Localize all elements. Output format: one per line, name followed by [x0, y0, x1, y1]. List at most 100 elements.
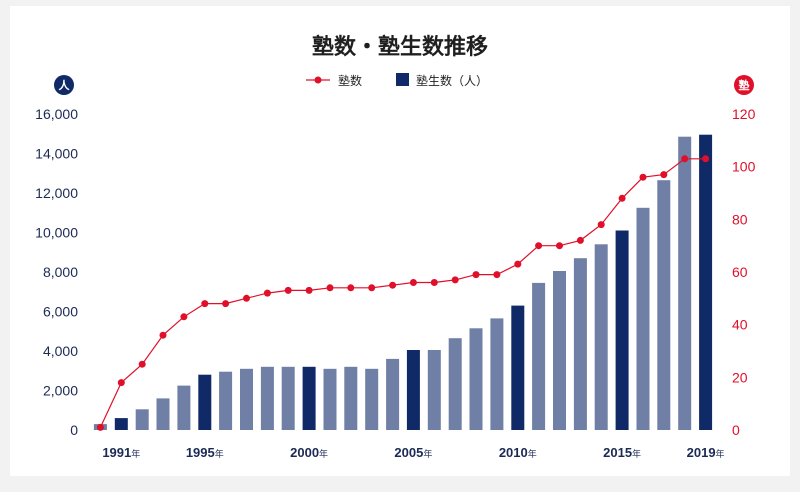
left-axis-badge-circle: [54, 75, 74, 95]
x-axis-labels: 1991年 1995年 2000年 2005年 2010年 2015年 2019年: [102, 445, 724, 460]
left-tick-label: 2,000: [43, 383, 78, 399]
line-point: [117, 379, 125, 387]
line-point: [159, 331, 167, 339]
line-point: [305, 286, 313, 294]
line-point: [96, 423, 104, 431]
line-series: [96, 155, 710, 431]
right-tick-label: 20: [732, 369, 748, 385]
left-axis-badge-text: 人: [59, 78, 71, 92]
chart-frame: 塾数・塾生数推移 塾数 塾生数（人） 人 塾 0 2,000 4,000 6,000 8…: [10, 6, 790, 476]
line-point: [576, 236, 584, 244]
line-point: [284, 286, 292, 294]
bar-mark: [219, 371, 233, 430]
x-tick-label: 2005年: [394, 445, 432, 460]
line-point: [660, 171, 668, 179]
bar-mark: [156, 398, 170, 430]
line-point: [702, 155, 710, 163]
left-tick-label: 16,000: [35, 106, 78, 122]
line-point: [389, 281, 397, 289]
bar-mark: [240, 368, 253, 430]
bar-mark: [177, 385, 191, 430]
left-tick-label: 14,000: [35, 146, 78, 162]
bar-mark: [344, 366, 358, 430]
legend-label-student-count: 塾生数（人）: [416, 73, 488, 88]
legend-bar-swatch: [396, 73, 409, 86]
line-point: [326, 284, 334, 292]
x-tick-label: 2000年: [290, 445, 328, 460]
left-tick-label: 10,000: [35, 225, 78, 241]
legend: 塾数 塾生数（人）: [306, 73, 488, 88]
right-tick-label: 100: [732, 159, 756, 175]
line-point: [493, 271, 501, 279]
x-tick-label: 1991年: [102, 445, 140, 460]
right-axis-badge-circle: [734, 75, 754, 95]
chart: 塾数・塾生数推移 塾数 塾生数（人） 人 塾 0 2,000 4,000 6,000 8…: [35, 34, 756, 460]
line-point: [681, 155, 689, 163]
left-tick-label: 4,000: [43, 343, 78, 359]
bar-mark: [553, 271, 566, 430]
line-point: [535, 242, 543, 250]
bar-mark: [490, 318, 504, 430]
right-axis-ticks: 0 20 40 60 80 100 120: [732, 106, 756, 438]
bar-mark: [594, 244, 608, 430]
left-tick-label: 0: [70, 422, 78, 438]
line-point: [222, 300, 230, 308]
line-point: [639, 173, 647, 181]
bar-mark: [615, 230, 629, 430]
line-point: [451, 276, 459, 284]
chart-title: 塾数・塾生数推移: [312, 34, 488, 59]
bar-mark: [323, 368, 337, 430]
left-tick-label: 6,000: [43, 304, 78, 320]
bar-mark: [135, 409, 149, 430]
x-tick-label: 1995年: [186, 445, 224, 460]
line-point: [430, 279, 438, 286]
right-axis-badge-text: 塾: [739, 78, 750, 92]
left-tick-label: 8,000: [43, 264, 78, 280]
bar-mark: [678, 136, 692, 430]
bar-mark: [469, 328, 483, 430]
right-tick-label: 40: [732, 317, 748, 333]
right-axis-badge: 塾: [734, 75, 754, 95]
bar-mark: [427, 350, 441, 430]
bar-mark: [302, 366, 316, 430]
line-point: [347, 284, 355, 292]
x-tick-label: 2015年: [603, 445, 641, 460]
line-point: [368, 284, 376, 292]
line-point: [514, 260, 522, 268]
bar-mark: [406, 350, 420, 430]
bar-mark: [365, 368, 379, 430]
right-tick-label: 60: [732, 264, 748, 280]
line-point: [263, 289, 271, 297]
line-point: [243, 294, 250, 302]
bar-mark: [636, 207, 650, 430]
legend-label-shop-count: 塾数: [338, 73, 362, 88]
legend-line-marker: [314, 76, 322, 84]
line-point: [409, 279, 417, 286]
bar-mark: [386, 358, 400, 430]
line-point: [472, 271, 480, 279]
bar-series: [93, 134, 713, 430]
bar-mark: [699, 134, 713, 430]
line-point: [138, 360, 146, 368]
bar-mark: [657, 180, 671, 430]
right-tick-label: 0: [732, 422, 740, 438]
bar-mark: [198, 374, 212, 430]
right-tick-label: 80: [732, 211, 748, 227]
x-tick-label: 2019年: [687, 445, 725, 460]
line-path: [99, 158, 706, 428]
left-tick-label: 12,000: [35, 185, 78, 201]
left-axis-ticks: 0 2,000 4,000 6,000 8,000 10,000 12,000 14,000 1…: [35, 106, 78, 438]
line-point: [618, 194, 626, 202]
line-point: [180, 313, 188, 321]
line-point: [597, 221, 605, 229]
bar-mark: [511, 305, 525, 430]
bar-mark: [260, 366, 274, 430]
bar-mark: [281, 366, 295, 430]
bar-mark: [114, 418, 128, 430]
bar-mark: [532, 282, 546, 430]
line-point: [556, 242, 563, 250]
bar-mark: [573, 258, 587, 430]
right-tick-label: 120: [732, 106, 756, 122]
bar-mark: [448, 338, 462, 430]
x-tick-label: 2010年: [499, 445, 537, 460]
